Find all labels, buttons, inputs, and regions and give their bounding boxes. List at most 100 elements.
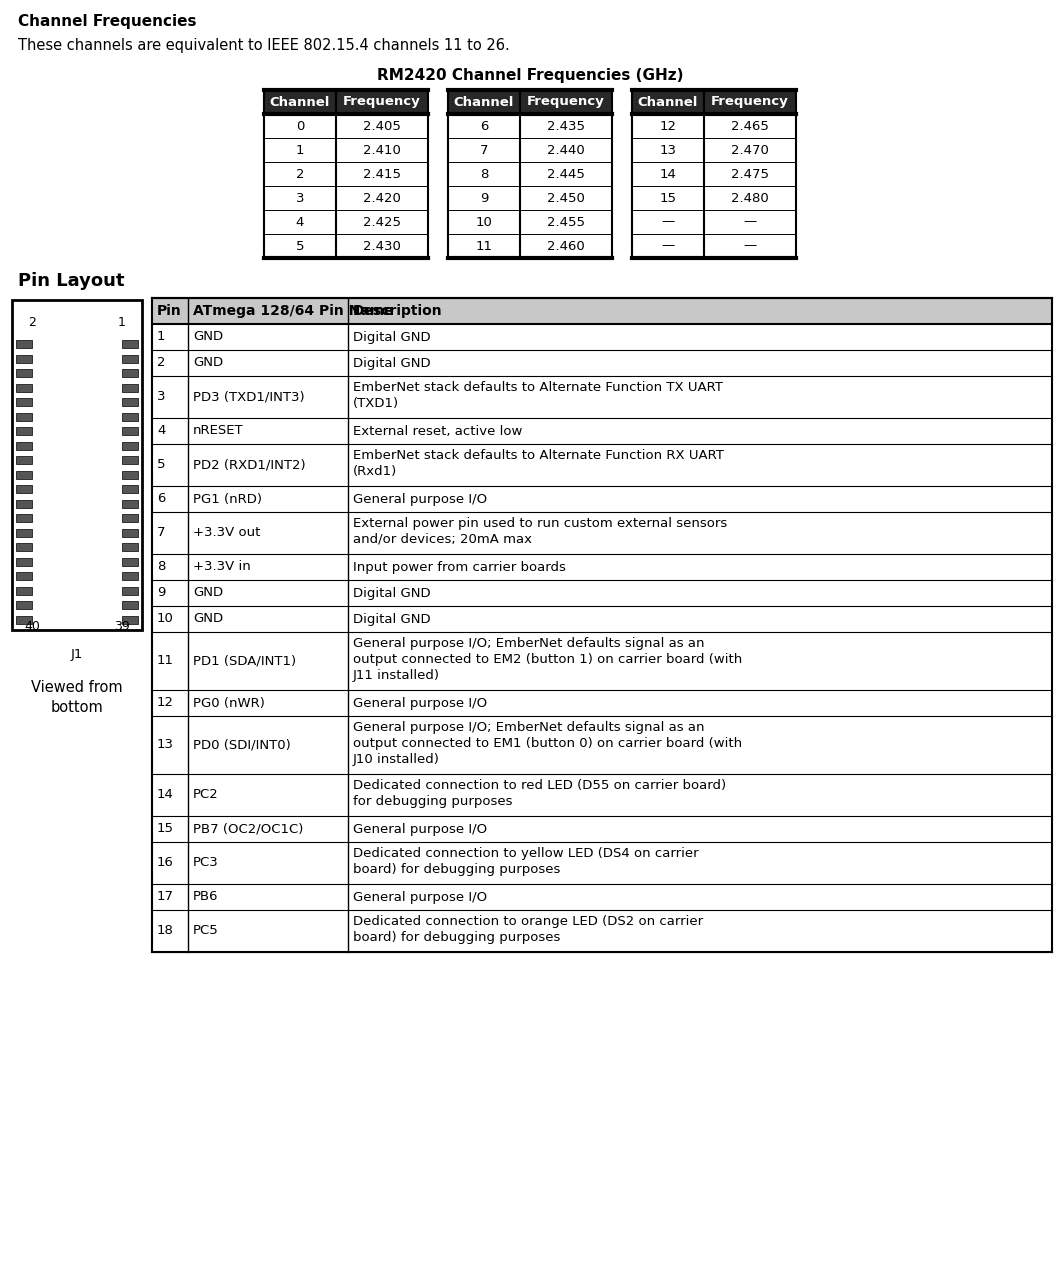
Text: 2.450: 2.450 [547, 192, 585, 204]
Text: —: — [743, 240, 757, 253]
Text: Frequency: Frequency [711, 95, 789, 108]
Text: 8: 8 [480, 168, 489, 180]
Text: J11 installed): J11 installed) [353, 669, 440, 682]
Bar [16, 470, 32, 479]
Text: —: — [661, 240, 674, 253]
Text: 4: 4 [157, 424, 165, 437]
Text: 1: 1 [118, 316, 126, 329]
Bar [448, 90, 612, 114]
Text: 2.445: 2.445 [547, 168, 585, 180]
Bar [448, 114, 612, 138]
Text: These channels are equivalent to IEEE 802.15.4 channels 11 to 26.: These channels are equivalent to IEEE 80… [18, 38, 510, 53]
Bar [16, 601, 32, 610]
Text: Channel: Channel [270, 95, 330, 108]
Bar [16, 340, 32, 348]
Text: 2.455: 2.455 [547, 216, 585, 229]
Text: Digital GND: Digital GND [353, 587, 430, 599]
Text: 2: 2 [157, 357, 165, 370]
Text: RM2420 Channel Frequencies (GHz): RM2420 Channel Frequencies (GHz) [376, 69, 684, 83]
Text: 12: 12 [157, 696, 174, 710]
Bar [122, 558, 138, 565]
Text: J10 installed): J10 installed) [353, 753, 440, 766]
Text: and/or devices; 20mA max: and/or devices; 20mA max [353, 533, 532, 546]
Bar [632, 210, 796, 234]
Bar [632, 114, 796, 138]
Text: 11: 11 [476, 240, 493, 253]
Bar [122, 499, 138, 508]
Text: 2.415: 2.415 [363, 168, 401, 180]
Bar [122, 572, 138, 580]
Bar [152, 324, 1052, 351]
Text: 6: 6 [157, 493, 165, 505]
Text: 2.460: 2.460 [547, 240, 585, 253]
Bar [16, 456, 32, 464]
Text: PC3: PC3 [193, 856, 218, 870]
Text: PB6: PB6 [193, 890, 218, 903]
Text: PC5: PC5 [193, 925, 218, 937]
Text: 16: 16 [157, 856, 174, 870]
Text: 2.410: 2.410 [364, 144, 401, 156]
Bar [16, 572, 32, 580]
Bar [122, 544, 138, 551]
Text: 2.430: 2.430 [364, 240, 401, 253]
Bar [16, 528, 32, 536]
Text: 2.465: 2.465 [731, 119, 768, 132]
Bar [152, 606, 1052, 632]
Text: 8: 8 [157, 560, 165, 574]
Text: PB7 (OC2/OC1C): PB7 (OC2/OC1C) [193, 823, 303, 836]
Bar [16, 398, 32, 406]
Text: Digital GND: Digital GND [353, 357, 430, 370]
Text: 9: 9 [480, 192, 489, 204]
Text: Dedicated connection to orange LED (DS2 on carrier: Dedicated connection to orange LED (DS2 … [353, 914, 703, 928]
Bar [122, 601, 138, 610]
Text: General purpose I/O: General purpose I/O [353, 493, 488, 505]
Bar [122, 413, 138, 420]
Bar [152, 376, 1052, 418]
Text: 10: 10 [476, 216, 493, 229]
Text: Dedicated connection to red LED (D55 on carrier board): Dedicated connection to red LED (D55 on … [353, 779, 726, 792]
Bar [16, 384, 32, 391]
Bar [122, 398, 138, 406]
Text: 13: 13 [157, 738, 174, 752]
Text: J1: J1 [71, 648, 83, 660]
Bar [264, 90, 428, 114]
Text: External power pin used to run custom external sensors: External power pin used to run custom ex… [353, 517, 727, 530]
Text: Frequency: Frequency [343, 95, 421, 108]
Bar [152, 817, 1052, 842]
Text: PD0 (SDI/INT0): PD0 (SDI/INT0) [193, 738, 290, 752]
Text: 15: 15 [157, 823, 174, 836]
Bar [152, 911, 1052, 952]
Text: nRESET: nRESET [193, 424, 244, 437]
Text: —: — [743, 216, 757, 229]
Text: PG0 (nWR): PG0 (nWR) [193, 696, 265, 710]
Text: for debugging purposes: for debugging purposes [353, 795, 512, 808]
Bar [152, 554, 1052, 580]
Text: 2.440: 2.440 [547, 144, 585, 156]
Text: Input power from carrier boards: Input power from carrier boards [353, 560, 566, 574]
Text: External reset, active low: External reset, active low [353, 424, 523, 437]
Text: 2.470: 2.470 [731, 144, 768, 156]
Text: 0: 0 [296, 119, 304, 132]
Bar [264, 185, 428, 210]
Text: GND: GND [193, 330, 223, 343]
Bar [448, 210, 612, 234]
Bar [152, 773, 1052, 817]
Text: 17: 17 [157, 890, 174, 903]
Text: EmberNet stack defaults to Alternate Function TX UART: EmberNet stack defaults to Alternate Fun… [353, 381, 723, 394]
Text: 14: 14 [157, 789, 174, 801]
Bar [16, 370, 32, 377]
Bar [152, 884, 1052, 911]
Text: EmberNet stack defaults to Alternate Function RX UART: EmberNet stack defaults to Alternate Fun… [353, 450, 724, 462]
Bar [264, 210, 428, 234]
Bar [12, 300, 142, 630]
Bar [448, 185, 612, 210]
Bar [152, 842, 1052, 884]
Bar [152, 298, 1052, 324]
Text: 5: 5 [157, 458, 165, 471]
Bar [16, 442, 32, 450]
Text: 11: 11 [157, 654, 174, 668]
Text: GND: GND [193, 587, 223, 599]
Bar [264, 114, 428, 138]
Bar [448, 163, 612, 185]
Text: Dedicated connection to yellow LED (DS4 on carrier: Dedicated connection to yellow LED (DS4 … [353, 847, 699, 860]
